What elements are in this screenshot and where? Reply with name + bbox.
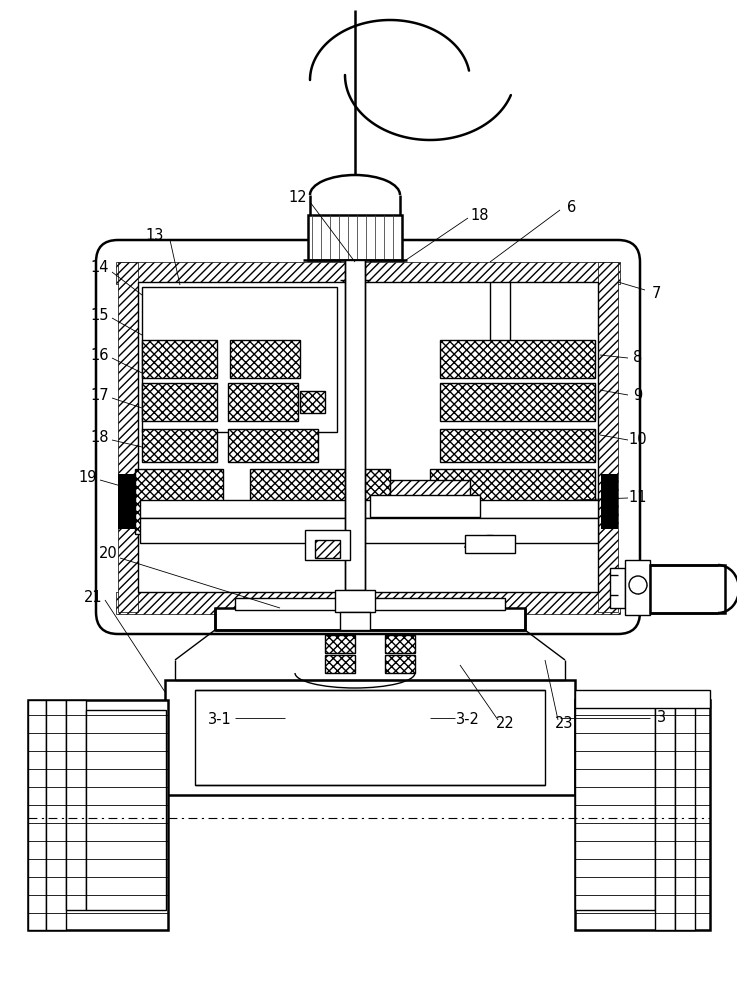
Bar bbox=[655, 700, 675, 930]
Text: 12: 12 bbox=[289, 190, 307, 206]
Bar bbox=[575, 690, 710, 708]
Text: 21: 21 bbox=[84, 589, 102, 604]
Text: 20: 20 bbox=[99, 546, 117, 562]
Text: 3-2: 3-2 bbox=[456, 712, 480, 728]
Circle shape bbox=[629, 576, 647, 594]
Bar bbox=[575, 700, 710, 930]
Bar bbox=[650, 565, 725, 613]
Bar bbox=[305, 530, 350, 560]
Text: 11: 11 bbox=[629, 490, 647, 506]
Text: 9: 9 bbox=[633, 387, 643, 402]
Bar bbox=[228, 429, 318, 462]
Bar bbox=[430, 469, 595, 534]
Bar bbox=[385, 655, 415, 673]
Bar bbox=[142, 429, 217, 462]
Bar bbox=[235, 598, 505, 610]
Bar bbox=[228, 383, 298, 421]
Bar bbox=[308, 215, 402, 260]
Text: 14: 14 bbox=[91, 260, 109, 275]
Bar bbox=[250, 469, 390, 534]
Bar bbox=[46, 700, 66, 930]
Text: 10: 10 bbox=[629, 432, 647, 448]
Bar bbox=[625, 560, 650, 615]
Bar bbox=[165, 680, 575, 795]
Bar bbox=[601, 474, 618, 529]
Bar bbox=[116, 262, 620, 284]
Bar bbox=[340, 612, 370, 630]
Text: 15: 15 bbox=[91, 308, 109, 322]
Bar bbox=[140, 500, 598, 518]
Bar bbox=[598, 262, 618, 612]
Text: 13: 13 bbox=[146, 228, 164, 242]
Bar bbox=[345, 260, 365, 590]
Bar bbox=[390, 480, 470, 500]
Text: 6: 6 bbox=[567, 200, 576, 216]
Bar bbox=[215, 608, 525, 630]
FancyBboxPatch shape bbox=[96, 240, 640, 634]
Bar bbox=[28, 700, 46, 930]
Bar bbox=[575, 700, 655, 910]
Text: 19: 19 bbox=[79, 471, 97, 486]
Text: 18: 18 bbox=[471, 208, 489, 223]
Text: 22: 22 bbox=[495, 716, 514, 732]
Bar bbox=[385, 635, 415, 653]
Bar bbox=[300, 391, 325, 413]
Bar bbox=[138, 282, 598, 592]
Text: 3-1: 3-1 bbox=[208, 712, 232, 728]
Bar bbox=[610, 568, 625, 608]
Bar bbox=[230, 340, 300, 378]
Bar bbox=[440, 429, 595, 462]
Bar bbox=[66, 700, 86, 910]
Text: 17: 17 bbox=[91, 387, 109, 402]
Bar bbox=[675, 700, 695, 930]
Text: 7: 7 bbox=[652, 286, 660, 300]
Bar bbox=[335, 590, 375, 612]
Bar bbox=[325, 635, 355, 653]
Bar bbox=[340, 260, 370, 280]
Text: 8: 8 bbox=[633, 351, 643, 365]
Bar bbox=[370, 495, 480, 517]
Text: 18: 18 bbox=[91, 430, 109, 444]
Text: 16: 16 bbox=[91, 348, 109, 362]
Bar bbox=[440, 383, 595, 421]
Bar bbox=[195, 690, 545, 785]
Bar bbox=[142, 340, 217, 378]
Bar bbox=[118, 262, 138, 612]
Bar bbox=[116, 592, 620, 614]
Bar bbox=[140, 518, 598, 543]
Bar bbox=[135, 469, 223, 534]
Bar bbox=[315, 540, 340, 558]
Bar bbox=[440, 340, 595, 378]
Bar bbox=[325, 655, 355, 673]
Text: 3: 3 bbox=[657, 710, 666, 726]
Bar bbox=[142, 383, 217, 421]
Text: 23: 23 bbox=[555, 716, 573, 732]
Bar bbox=[142, 287, 337, 432]
Bar bbox=[86, 710, 166, 910]
Bar bbox=[118, 474, 135, 529]
Bar bbox=[28, 700, 168, 930]
Bar bbox=[465, 535, 515, 553]
